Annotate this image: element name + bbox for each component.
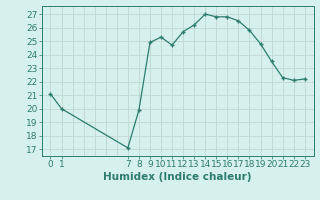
X-axis label: Humidex (Indice chaleur): Humidex (Indice chaleur) [103,172,252,182]
